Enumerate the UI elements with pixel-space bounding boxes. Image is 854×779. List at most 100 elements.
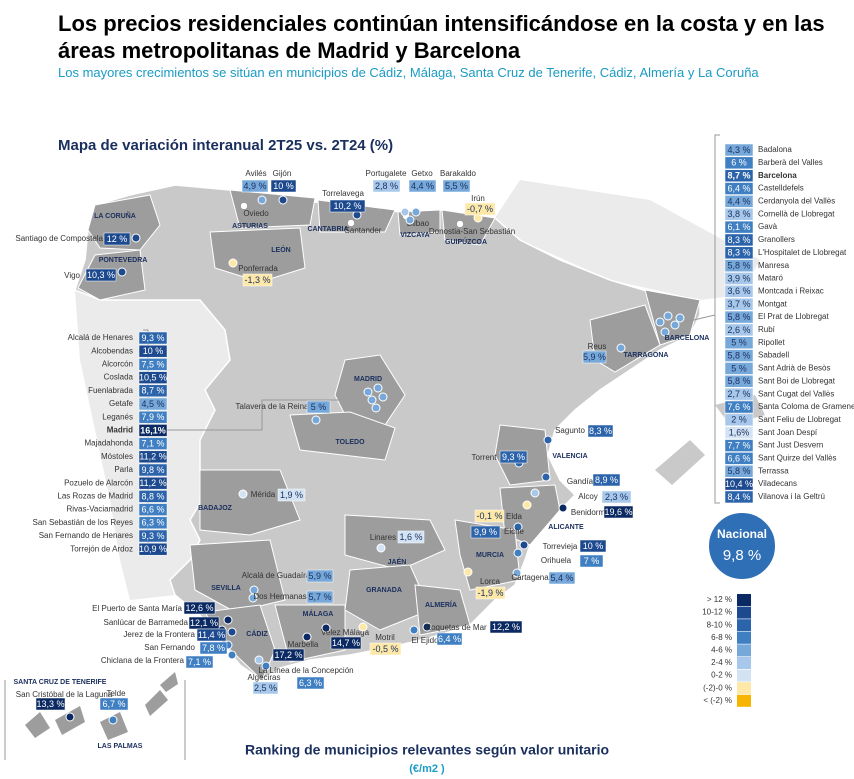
city-name: Irún [471,194,485,203]
city-dot [257,195,267,205]
list-name: Coslada [104,373,134,382]
value-label: 11,2 % [139,452,166,462]
legend-label: > 12 % [707,595,732,604]
value-box [436,632,463,646]
city-name: Orihuela [541,556,572,565]
list-name: Fuenlabrada [88,386,133,395]
city-name: El Puerto de Santa María [92,604,182,613]
value-label: 12,2 % [492,622,520,632]
city-name: Reus [588,342,607,351]
value-box [724,362,754,375]
value-label: -0,7 % [467,204,493,214]
city-dot [411,207,421,217]
value-label: 3,6 % [727,286,750,296]
title: Los precios residenciales continúan inte… [58,11,825,63]
city-dot [513,548,523,558]
list-name: Sabadell [758,351,789,360]
value-label: 14,7 % [332,638,360,648]
list-name: L'Hospitalet de Llobregat [758,248,847,257]
list-name: Manresa [758,261,790,270]
value-label: 6 % [731,158,747,168]
city-name: Gijón [273,169,292,178]
value-label: 8,4 % [727,492,750,502]
city-dot [227,650,237,660]
legend-swatch [737,606,751,619]
city-name: San Cristóbal de la Laguna [16,690,113,699]
value-label: 6,4 % [438,634,461,644]
list-name: Alcalá de Henares [68,333,133,342]
city-dot [409,625,419,635]
city-name: Elche [504,527,525,536]
list-name: Alcorcón [102,360,133,369]
region-label: LEÓN [271,245,290,254]
region-label: ALICANTE [548,524,584,531]
value-box [138,450,168,464]
value-box [442,179,471,193]
value-box [138,463,168,477]
canarias-frame [4,680,186,760]
legend-swatch [737,657,751,669]
province [199,469,301,536]
region-label: ALMERÍA [425,600,457,609]
value-label: 11,2 % [139,478,166,488]
value-box [724,426,754,439]
list-name: Leganés [102,412,133,421]
value-box [724,143,754,157]
city-name: Cartagena [511,573,549,582]
list-name: Castelldefels [758,184,804,193]
city-dot [228,258,238,268]
dot [663,311,673,321]
value-label: 5 % [311,402,327,412]
value-box [724,259,754,272]
value-label: 10,5 % [139,372,167,382]
value-box [582,350,607,364]
legend-swatch [737,594,751,606]
city-dot [347,219,355,227]
city-name: Torrelavega [322,189,364,198]
value-box [330,636,362,650]
value-label: 7,5 % [141,359,164,369]
list-name: Sant Adrià de Besòs [758,364,831,373]
list-name: San Fernando de Henares [39,531,133,540]
legend-label: (-2)-0 % [703,683,732,692]
value-box [138,331,168,345]
value-box [138,424,168,437]
city-dot [248,593,258,603]
list-name: Rivas-Vaciamadrid [66,505,133,514]
value-box [138,410,168,424]
value-box [724,452,754,465]
province [344,564,431,631]
value-label: 8,3 % [727,235,750,245]
list-name: Sant Boi de Llobregat [758,376,836,385]
place-label: Santander [345,226,382,235]
list-name: Alcobendas [91,346,133,355]
value-label: 13,3 % [36,699,64,709]
value-box [199,641,228,655]
value-label: 12,1 % [190,618,218,628]
value-label: 9,3 % [141,333,164,343]
subtitle: Los mayores crecimientos se sitúan en mu… [58,65,759,80]
value-label: 7,6 % [727,402,750,412]
city-name: Jerez de la Frontera [123,630,195,639]
province [344,514,446,571]
value-label: 5 % [731,363,747,373]
city-dot [376,543,386,553]
value-box [138,542,168,556]
value-box [185,655,214,669]
value-box [724,336,754,349]
value-label: 4,9 % [243,181,266,191]
value-label: 5,8 % [727,312,750,322]
value-box [183,601,216,615]
city-name: Elda [506,512,523,521]
province [644,289,701,346]
list-name: Badalona [758,145,792,154]
value-box [548,571,576,585]
value-label: 7,1 % [141,438,164,448]
region-label: GRANADA [366,587,402,594]
value-box [397,530,425,544]
value-label: 2,5 % [254,683,277,693]
value-box [489,620,523,634]
value-label: 1,6 % [399,532,422,542]
